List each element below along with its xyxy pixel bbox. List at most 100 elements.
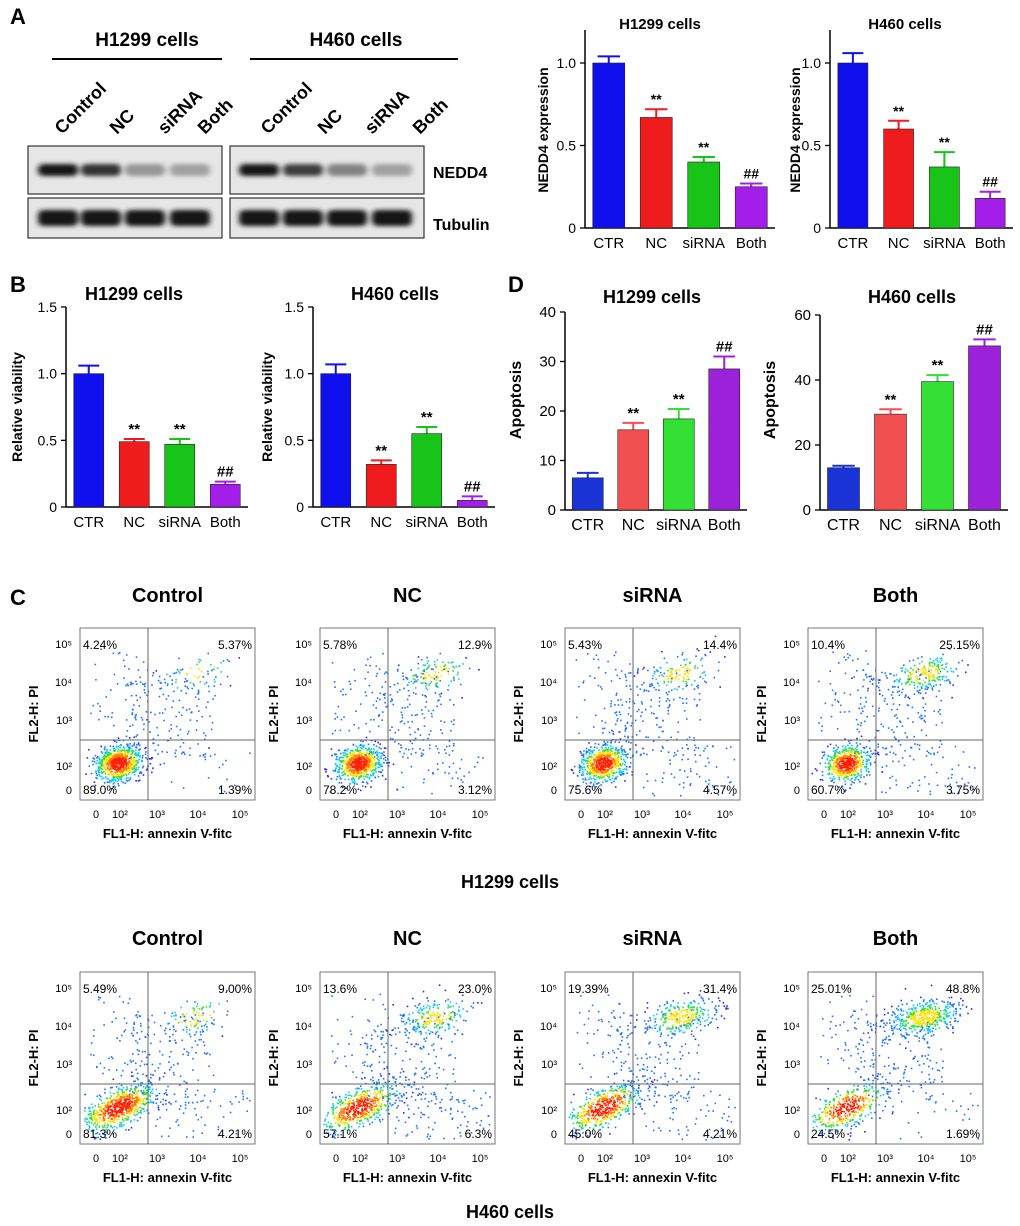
flow-event-dot [433,678,436,680]
flow-event-dot [125,1089,128,1091]
flow-event-dot [363,758,366,761]
flow-event-dot [131,745,134,747]
flow-event-dot [98,771,101,774]
flow-event-dot [633,675,636,677]
flow-event-dot [697,667,699,669]
bar [365,464,397,508]
flow-event-dot [349,768,351,770]
flow-event-dot [95,1128,98,1130]
flow-event-dot [821,725,823,728]
flow-event-dot [166,751,168,754]
flow-event-dot [238,657,240,659]
flow-event-dot [351,779,353,781]
flow-event-dot [126,1115,129,1117]
flow-event-dot [928,675,931,677]
flow-event-dot [901,691,903,694]
flow-event-dot [110,1124,112,1127]
flow-event-dot [98,1094,101,1097]
flow-event-dot [107,1107,110,1110]
flow-event-dot [613,755,616,757]
flow-event-dot [370,774,373,777]
flow-event-dot [896,691,899,693]
flow-event-dot [581,754,583,756]
flow-event-dot [898,694,901,697]
flow-event-dot [422,664,425,666]
flow-event-dot [956,792,959,795]
quadrant-percent-lr: 3.75% [946,783,980,797]
flow-event-dot [909,785,912,788]
flow-event-dot [136,1099,138,1101]
flow-event-dot [835,749,837,752]
flow-event-dot [134,768,136,770]
flow-event-dot [885,747,888,749]
flow-event-dot [618,752,621,754]
flow-event-dot [97,767,100,769]
flow-event-dot [342,786,344,789]
flow-event-dot [940,664,943,667]
flow-event-dot [904,672,907,674]
flow-event-dot [585,753,588,755]
flow-event-dot [621,751,623,753]
flow-event-dot [347,748,349,750]
flow-event-dot [93,1118,95,1120]
flow-event-dot [107,780,110,783]
flow-event-dot [118,1098,121,1100]
flow-event-dot [597,759,600,761]
flow-event-dot [94,1137,96,1140]
flow-event-dot [363,773,365,775]
flow-event-dot [197,743,199,745]
flow-event-dot [142,1094,144,1096]
flow-event-dot [867,663,869,665]
flow-event-dot [138,758,140,761]
flow-event-dot [667,751,670,753]
flow-event-dot [134,1093,136,1096]
flow-event-dot [609,779,612,781]
flow-event-dot [630,725,632,727]
flow-event-dot [627,736,629,739]
flow-event-dot [942,756,944,759]
flow-event-dot [943,679,946,682]
flow-event-dot [133,773,136,776]
flow-event-dot [149,1101,151,1104]
flow-event-dot [582,755,585,757]
flow-event-dot [936,660,939,662]
y-axis-label: Relative viability [259,352,275,462]
flow-event-dot [169,737,172,739]
flow-event-dot [452,670,454,672]
flow-event-dot [415,674,417,676]
flow-event-dot [681,652,684,654]
flow-event-dot [588,755,591,758]
flow-event-dot [437,768,439,771]
flow-event-dot [844,738,846,740]
flow-event-dot [188,708,191,710]
flow-event-dot [411,742,413,745]
flow-event-dot [440,665,442,668]
flow-event-dot [104,755,107,758]
flow-event-dot [615,651,617,654]
flow-event-dot [884,672,887,674]
flow-event-dot [904,671,906,673]
flow-event-dot [383,762,385,764]
flow-event-dot [125,1100,127,1102]
flow-event-dot [939,679,941,681]
flow-event-dot [118,1100,121,1102]
flow-event-dot [940,657,943,659]
flow-event-dot [353,752,355,755]
flow-event-dot [851,769,854,771]
flow-event-dot [360,767,363,770]
flow-event-dot [113,766,115,769]
flow-event-dot [857,766,860,768]
flow-event-dot [667,681,670,683]
flow-event-dot [583,759,586,762]
flow-event-dot [831,773,833,776]
flow-event-dot [428,684,430,686]
flow-event-dot [376,752,378,754]
flow-event-dot [134,1090,137,1092]
quadrant-percent-lr: 1.39% [218,783,252,797]
flow-event-dot [921,717,924,720]
y-tick-label: 0.5 [802,138,822,154]
flow-event-dot [616,764,619,766]
flow-event-dot [618,764,621,766]
flow-event-dot [371,764,373,766]
flow-event-dot [850,760,852,763]
